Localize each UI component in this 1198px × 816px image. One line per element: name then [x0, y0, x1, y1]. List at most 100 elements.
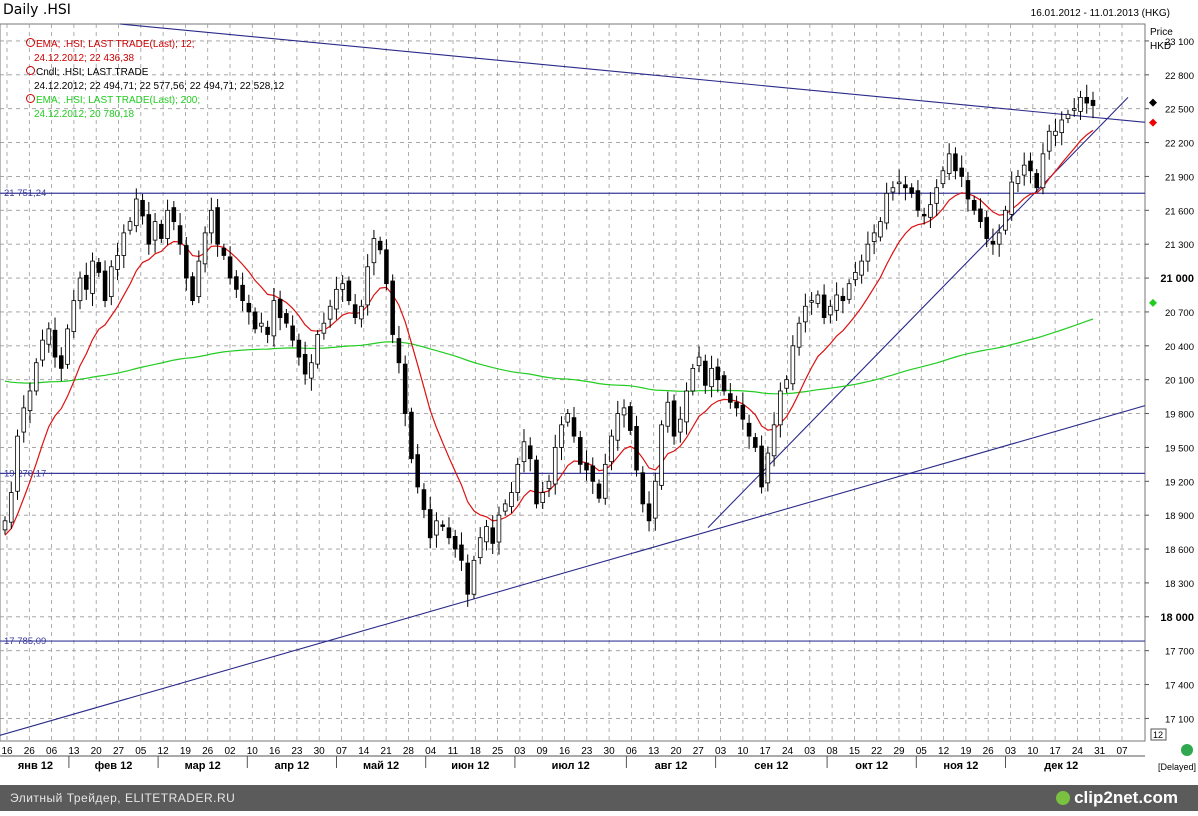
x-tick-label: 05 — [135, 746, 147, 757]
footer-source-text: Элитный Трейдер, ELITETRADER.RU — [10, 791, 236, 805]
candle-body — [609, 435, 614, 463]
candle-body — [284, 313, 289, 324]
candle-body — [102, 270, 108, 302]
last-ema200-marker — [1149, 298, 1157, 307]
candle-body — [1015, 176, 1021, 184]
candle-body — [484, 526, 489, 543]
candle-body — [84, 274, 89, 290]
candle-body — [502, 503, 508, 512]
x-tick-label: 24 — [782, 746, 794, 757]
candle-body — [390, 280, 395, 335]
y-tick-label: 22 800 — [1165, 71, 1194, 82]
x-tick-label: 24 — [1072, 746, 1084, 757]
candle-body — [940, 170, 946, 185]
candle-body — [352, 304, 358, 318]
candle-body — [971, 199, 977, 211]
candle-body — [653, 480, 658, 519]
trendline-support-short — [707, 97, 1129, 528]
footer-logo[interactable]: clip2net.com — [1056, 788, 1178, 808]
y-tick-label: 22 200 — [1165, 139, 1194, 150]
candle-body — [265, 326, 270, 335]
candle-body — [52, 329, 58, 358]
x-tick-label: 05 — [916, 746, 928, 757]
candle-body — [540, 492, 546, 503]
y-tick-label: 18 600 — [1165, 545, 1194, 556]
x-tick-label: 07 — [336, 746, 348, 757]
candle-body — [746, 422, 752, 437]
footer-bar: Элитный Трейдер, ELITETRADER.RU clip2net… — [0, 785, 1198, 811]
candle-body — [515, 463, 521, 493]
candle-body — [859, 260, 864, 276]
x-tick-label: 26 — [983, 746, 995, 757]
x-tick-label: 12 — [938, 746, 950, 757]
x-tick-label: 03 — [1005, 746, 1017, 757]
candle-body — [446, 527, 452, 539]
horizontal-level-label: 19 270,17 — [4, 468, 46, 479]
candle-body — [790, 345, 796, 385]
candle-body — [246, 302, 252, 313]
legend-ema200[interactable]: EMA; .HSI; LAST TRADE(Last); 200; — [26, 94, 284, 108]
candle-body — [359, 305, 364, 320]
x-tick-label: 21 — [381, 746, 393, 757]
candle-body — [277, 298, 283, 318]
y-tick-label: 21 000 — [1160, 273, 1194, 285]
x-tick-label: 02 — [224, 746, 236, 757]
trendlines — [0, 23, 1146, 736]
x-tick-label: 17 — [1050, 746, 1062, 757]
candle-body — [734, 401, 739, 409]
x-tick-label: 14 — [358, 746, 370, 757]
cndl-marker-icon — [26, 66, 35, 75]
candle-body — [903, 184, 908, 189]
candle-body — [90, 260, 95, 294]
candle-body — [565, 413, 571, 423]
candle-body — [559, 424, 564, 448]
candle-body — [890, 187, 896, 193]
candle-body — [302, 353, 308, 375]
candle-body — [615, 413, 621, 441]
month-label: сен 12 — [754, 760, 788, 772]
x-tick-label: 19 — [960, 746, 972, 757]
candle-body — [1040, 153, 1046, 189]
candle-body — [840, 295, 846, 302]
candle-body — [190, 276, 195, 302]
candle-body — [934, 187, 939, 204]
x-tick-label: 26 — [202, 746, 214, 757]
candle-body — [909, 187, 914, 194]
y-tick-label: 17 700 — [1165, 647, 1194, 658]
x-tick-label: 13 — [648, 746, 660, 757]
x-tick-label: 27 — [113, 746, 125, 757]
grid-layer — [0, 23, 1146, 742]
candle-body — [171, 207, 177, 222]
horizontal-level-label: 17 785,09 — [4, 636, 46, 647]
candle-body — [290, 325, 295, 341]
ema200-marker-icon — [26, 94, 35, 103]
candle-body — [871, 232, 877, 242]
legend-ema200-line1: EMA; .HSI; LAST TRADE(Last); 200; — [36, 95, 201, 106]
candle-body — [134, 198, 139, 227]
candle-body — [140, 199, 145, 217]
status-dot-icon — [1181, 744, 1193, 756]
legend-ema12[interactable]: EMA; .HSI; LAST TRADE(Last); 12; — [26, 38, 284, 52]
delayed-label: [Delayed] — [1158, 762, 1196, 772]
candle-body — [215, 207, 220, 245]
date-range: 16.01.2012 - 11.01.2013 (HKG) — [1030, 8, 1170, 19]
legend-cndl[interactable]: Cndl; .HSI; LAST TRADE — [26, 66, 284, 80]
candle-body — [309, 362, 314, 379]
candle-body — [709, 367, 714, 388]
month-label: май 12 — [363, 760, 399, 772]
candle-body — [459, 544, 464, 561]
candle-body — [659, 424, 664, 486]
candle-body — [1003, 209, 1008, 231]
x-tick-label: 10 — [737, 746, 749, 757]
candle-body — [546, 480, 552, 489]
candle-body — [252, 311, 258, 330]
candle-body — [577, 437, 583, 465]
x-tick-label: 23 — [581, 746, 593, 757]
candle-body — [1021, 164, 1027, 176]
candle-body — [296, 339, 302, 358]
ema12-marker-icon — [26, 38, 35, 47]
candle-body — [121, 232, 127, 256]
candle-body — [784, 379, 789, 389]
candle-body — [146, 214, 152, 245]
trendline-resistance — [119, 23, 1146, 123]
